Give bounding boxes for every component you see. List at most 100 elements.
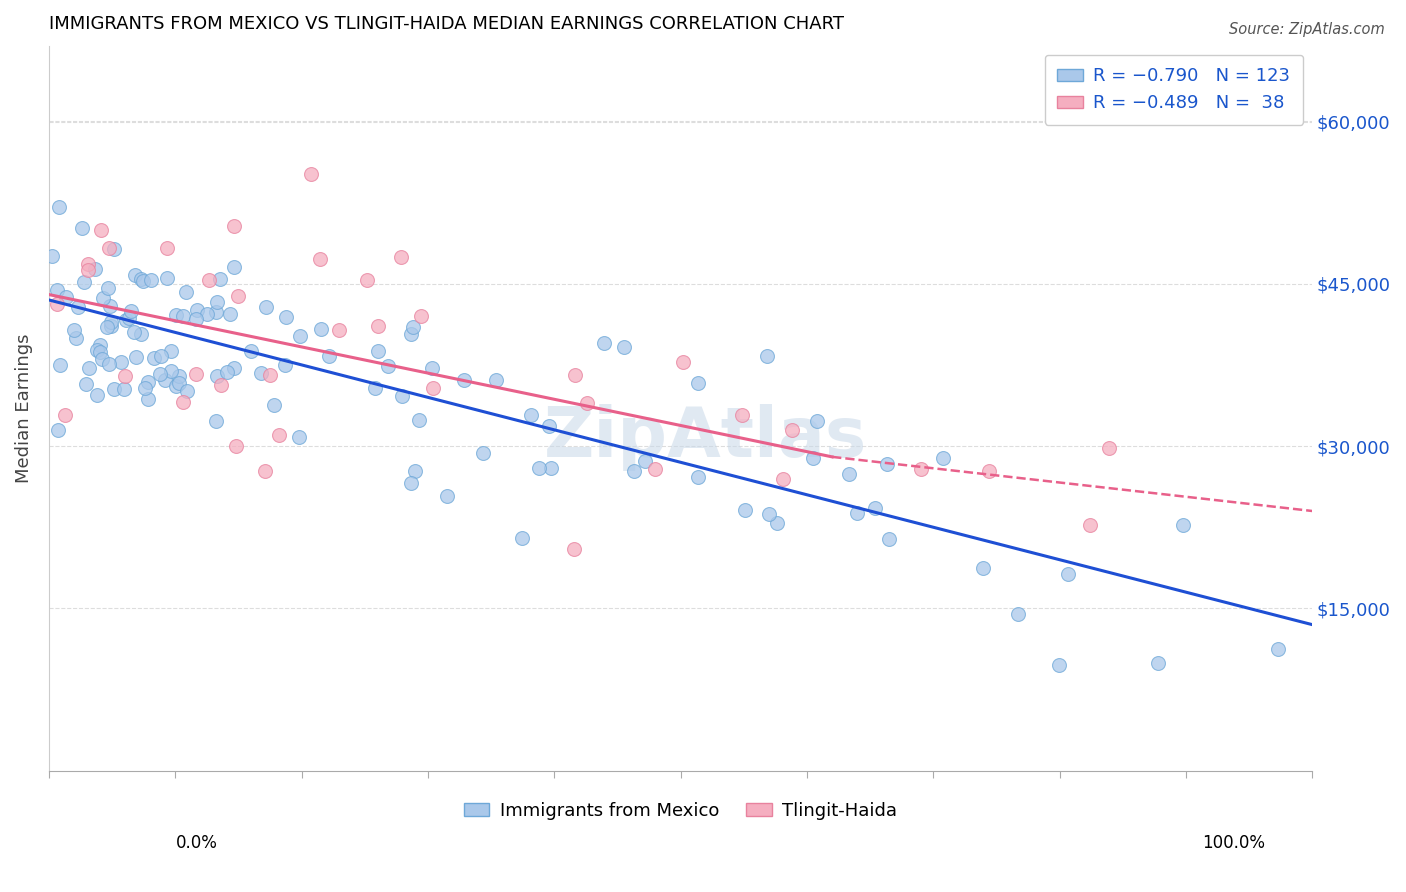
Point [222,260,245,274]
Point [228,288,250,302]
Point [208,272,231,286]
Point [176,285,198,300]
Point [731,409,754,423]
Point [1047,658,1070,673]
Point [167,369,190,384]
Point [308,252,330,266]
Point [91,291,114,305]
Text: 100.0%: 100.0% [1202,834,1265,852]
Point [510,531,533,545]
Point [153,373,176,387]
Point [97,357,120,371]
Point [420,361,443,376]
Point [250,366,273,380]
Point [801,450,824,465]
Point [136,392,159,406]
Point [399,476,422,491]
Point [222,219,245,234]
Text: 0.0%: 0.0% [176,834,218,852]
Point [134,381,156,395]
Point [186,312,208,326]
Point [46,424,69,438]
Point [367,318,389,333]
Point [485,373,508,387]
Point [45,297,67,311]
Point [204,414,226,428]
Point [172,395,194,409]
Point [205,295,228,310]
Point [49,358,72,372]
Point [328,322,350,336]
Point [160,343,183,358]
Point [129,271,152,285]
Point [267,427,290,442]
Point [537,419,560,434]
Point [436,489,458,503]
Point [195,307,218,321]
Point [73,275,96,289]
Text: Source: ZipAtlas.com: Source: ZipAtlas.com [1229,22,1385,37]
Point [422,381,444,395]
Point [977,463,1000,477]
Point [120,304,142,318]
Text: ZipAtlas: ZipAtlas [544,404,868,471]
Point [1171,518,1194,533]
Point [122,325,145,339]
Point [254,300,277,314]
Point [1147,657,1170,671]
Point [124,268,146,283]
Point [377,359,399,373]
Point [838,467,860,481]
Point [149,367,172,381]
Point [165,379,187,393]
Point [686,376,709,390]
Point [186,367,208,381]
Point [65,331,87,345]
Y-axis label: Median Earnings: Median Earnings [15,334,32,483]
Point [76,263,98,277]
Point [540,461,562,475]
Point [274,310,297,324]
Point [110,355,132,369]
Point [118,310,141,325]
Point [240,344,263,359]
Point [63,323,86,337]
Point [356,272,378,286]
Point [863,501,886,516]
Point [766,516,789,531]
Point [103,383,125,397]
Point [932,451,955,466]
Text: IMMIGRANTS FROM MEXICO VS TLINGIT-HAIDA MEDIAN EARNINGS CORRELATION CHART: IMMIGRANTS FROM MEXICO VS TLINGIT-HAIDA … [49,15,844,33]
Point [806,414,828,428]
Point [86,388,108,402]
Point [472,445,495,459]
Point [139,273,162,287]
Point [972,560,994,574]
Point [758,507,780,521]
Point [263,398,285,412]
Point [1098,441,1121,455]
Point [402,320,425,334]
Point [409,309,432,323]
Legend: Immigrants from Mexico, Tlingit-Haida: Immigrants from Mexico, Tlingit-Haida [457,795,904,827]
Point [176,384,198,398]
Point [288,329,311,343]
Point [634,453,657,467]
Point [288,430,311,444]
Point [299,167,322,181]
Point [156,241,179,255]
Point [55,290,77,304]
Point [100,315,122,329]
Point [96,319,118,334]
Point [1007,607,1029,621]
Point [734,503,756,517]
Point [876,457,898,471]
Point [205,369,228,384]
Point [76,376,98,391]
Point [273,358,295,372]
Point [1267,642,1289,657]
Point [103,242,125,256]
Point [46,283,69,297]
Point [89,338,111,352]
Point [318,349,340,363]
